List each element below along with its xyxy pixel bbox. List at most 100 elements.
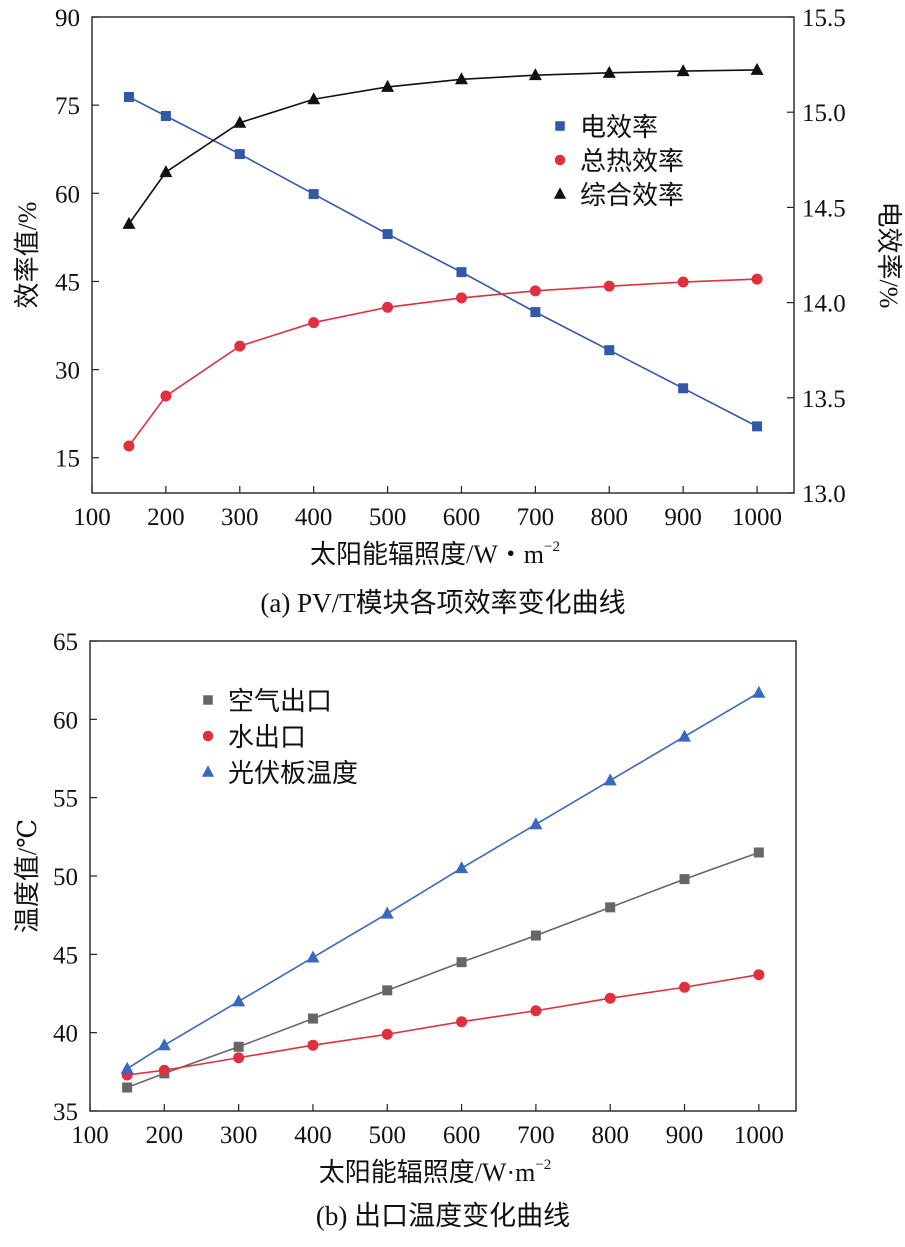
data-point: [159, 165, 173, 178]
legend-label: 光伏板温度: [228, 759, 358, 789]
data-point: [455, 861, 469, 874]
data-point: [307, 92, 321, 105]
data-point: [530, 930, 541, 941]
x-tick-label: 300: [221, 504, 259, 531]
data-point: [233, 1052, 245, 1064]
data-point: [603, 773, 617, 786]
data-point: [456, 957, 467, 968]
legend-marker: [554, 154, 566, 166]
data-point: [120, 1061, 134, 1074]
y-tick-label: 45: [55, 269, 80, 296]
legend-entry: 空气出口: [203, 687, 332, 717]
data-point: [455, 292, 467, 304]
x-tick-label: 100: [71, 1122, 109, 1149]
x-tick-label: 700: [517, 1122, 555, 1149]
series-circle: [121, 969, 765, 1081]
series-line: [126, 851, 760, 1089]
legend-entry: 电效率: [555, 113, 658, 143]
x-tick-label: 100: [73, 504, 111, 531]
data-point: [751, 273, 763, 285]
x-tick-label: 800: [591, 1122, 629, 1149]
data-point: [529, 817, 543, 830]
data-point: [234, 149, 245, 160]
y-axis-label: 效率值/%: [13, 202, 42, 309]
legend-marker: [201, 765, 215, 777]
legend-marker: [202, 730, 214, 742]
data-point: [752, 421, 763, 432]
data-point: [676, 64, 690, 77]
data-point: [160, 390, 172, 402]
data-point: [234, 340, 246, 352]
x-tick-label: 600: [443, 504, 481, 531]
figure-caption: (a) PV/T模块各项效率变化曲线: [260, 588, 625, 618]
data-point: [753, 969, 765, 981]
x-tick-label: 500: [369, 1122, 407, 1149]
x-axis-label: 太阳能辐照度/W・m−2: [310, 539, 560, 569]
data-point: [456, 267, 467, 278]
data-point: [605, 902, 616, 913]
data-point: [750, 62, 764, 75]
legend-entry: 水出口: [202, 723, 306, 753]
data-point: [679, 981, 691, 993]
data-point: [307, 1013, 318, 1024]
y-tick-label: 35: [53, 1099, 78, 1126]
series-line: [128, 69, 758, 225]
x-tick-label: 500: [369, 504, 407, 531]
x-tick-label: 300: [220, 1122, 258, 1149]
data-point: [604, 345, 615, 356]
plot-frame: [89, 640, 797, 1112]
legend-marker: [203, 695, 213, 705]
data-point: [157, 1038, 171, 1051]
data-point: [122, 216, 136, 229]
y-tick-label: 90: [55, 5, 80, 32]
x-tick-label: 1000: [734, 1122, 784, 1149]
data-point: [604, 992, 616, 1004]
y2-tick-label: 14.5: [802, 195, 846, 222]
legend-entry: 综合效率: [553, 181, 684, 211]
y-tick-label: 50: [53, 864, 78, 891]
y-tick-label: 60: [55, 181, 80, 208]
data-point: [123, 91, 134, 102]
series-triangle: [120, 685, 766, 1074]
series-line: [126, 692, 760, 1070]
legend-entry: 总热效率: [554, 147, 684, 177]
y-tick-label: 40: [53, 1021, 78, 1048]
data-point: [679, 874, 690, 885]
legend-marker: [555, 121, 565, 131]
x-tick-label: 800: [591, 504, 629, 531]
data-point: [454, 72, 468, 85]
y2-tick-label: 14.0: [802, 291, 846, 318]
series-line: [128, 278, 758, 447]
y2-tick-label: 15.5: [802, 5, 846, 32]
data-point: [678, 729, 692, 742]
series-square: [123, 91, 763, 432]
data-point: [233, 115, 247, 128]
y-tick-label: 30: [55, 358, 80, 385]
data-point: [381, 79, 395, 92]
data-point: [530, 307, 541, 318]
data-point: [528, 68, 542, 81]
data-point: [122, 1082, 133, 1093]
y-tick-label: 45: [53, 942, 78, 969]
data-point: [382, 229, 393, 240]
series-circle: [123, 273, 763, 452]
data-point: [677, 276, 689, 288]
data-point: [603, 280, 615, 292]
series-line: [128, 96, 758, 428]
y-axis-label: 温度值/℃: [13, 819, 42, 933]
data-point: [123, 440, 135, 452]
data-point: [602, 65, 616, 78]
x-tick-label: 200: [147, 504, 185, 531]
efficiency-chart: 100 200 300 400 500 600 700 800 900 1000 15 30 45 60 7…: [13, 5, 903, 618]
x-tick-label: 700: [517, 504, 555, 531]
data-point: [678, 383, 689, 394]
data-point: [160, 111, 171, 122]
y2-tick-label: 15.0: [802, 100, 846, 127]
plot-frame: [91, 16, 795, 494]
data-point: [158, 1064, 170, 1076]
series-triangle: [122, 62, 764, 229]
data-point: [382, 985, 393, 996]
y2-tick-label: 13.0: [802, 481, 846, 508]
y-tick-label: 55: [53, 786, 78, 813]
legend-entry: 光伏板温度: [201, 759, 358, 789]
